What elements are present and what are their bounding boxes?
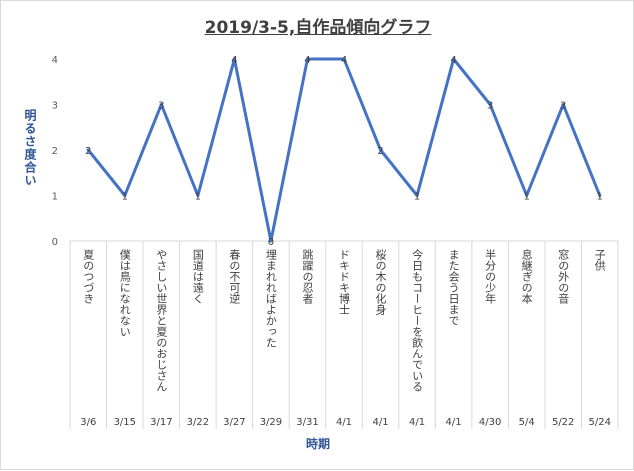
data-label: 3 (158, 101, 164, 112)
y-tick-label: 2 (52, 146, 58, 157)
date-label: 3/17 (150, 417, 172, 428)
y-tick-label: 1 (52, 192, 58, 203)
data-label: 1 (122, 192, 128, 203)
data-point (305, 57, 309, 61)
date-label: 3/27 (223, 417, 245, 428)
data-label: 4 (231, 55, 237, 66)
data-label: 0 (268, 237, 274, 248)
data-label: 1 (597, 192, 603, 203)
category-label: 僕は鳥になれない (118, 249, 131, 337)
category-label: 春の不可逆 (228, 249, 241, 304)
data-point (269, 239, 273, 243)
date-label: 4/1 (372, 417, 388, 428)
data-point (415, 194, 419, 197)
category-label: 窓の外の音 (557, 248, 570, 305)
date-label: 3/15 (114, 417, 136, 428)
category-label: 半分の少年 (484, 248, 497, 304)
category-label: 夏のつづき (82, 249, 95, 304)
date-label: 4/30 (479, 417, 501, 428)
data-label: 2 (85, 146, 91, 157)
y-axis-label: 明るさ度合い (23, 109, 37, 187)
data-point (196, 194, 200, 197)
x-axis-label: 時期 (305, 437, 330, 451)
date-label: 4/1 (409, 417, 425, 428)
date-label: 5/24 (588, 417, 610, 428)
series-line (86, 57, 602, 243)
date-label: 5/22 (552, 417, 574, 428)
date-label: 3/31 (296, 417, 318, 428)
data-point (488, 103, 492, 106)
category-label: また会う日まで (447, 249, 460, 326)
data-label: 1 (414, 192, 420, 203)
date-label: 4/1 (336, 417, 352, 428)
chart-title: 2019/3-5,自作品傾向グラフ (204, 18, 432, 38)
y-tick-label: 0 (52, 237, 58, 248)
category-label: やさしい世界と夏のおじさん (155, 249, 168, 392)
data-label: 3 (487, 101, 493, 112)
y-tick-label: 4 (52, 55, 58, 66)
date-label: 5/4 (519, 417, 535, 428)
data-point (561, 103, 565, 106)
category-label: ドキドキ博士 (338, 249, 351, 315)
data-point (598, 194, 602, 197)
date-label: 3/29 (260, 417, 282, 428)
data-label: 4 (304, 55, 310, 66)
category-label: 国道は遠く (191, 249, 204, 304)
category-label: 今日もコーヒーを飲んでいる (411, 248, 424, 392)
data-label: 1 (195, 192, 201, 203)
date-label: 4/1 (446, 417, 462, 428)
data-point (159, 103, 163, 106)
data-point (123, 194, 127, 197)
y-tick-label: 3 (52, 101, 58, 112)
data-label: 2 (377, 146, 383, 157)
data-point (232, 57, 236, 61)
date-label: 3/22 (187, 417, 209, 428)
data-point (86, 148, 90, 152)
category-label: 跳躍の忍者 (301, 248, 314, 305)
data-point (379, 148, 383, 152)
category-label: 桜の木の化身 (374, 248, 387, 316)
data-point (452, 57, 456, 61)
data-label: 3 (560, 101, 566, 112)
category-label: 息継ぎの本 (520, 248, 533, 305)
data-label: 1 (523, 192, 529, 203)
data-point (342, 57, 346, 61)
date-label: 3/6 (80, 417, 96, 428)
category-label: 子供 (593, 249, 606, 271)
data-point (525, 194, 529, 197)
data-label: 4 (450, 55, 456, 66)
data-label: 4 (341, 55, 347, 66)
category-label: 埋まれればよかった (264, 249, 277, 348)
